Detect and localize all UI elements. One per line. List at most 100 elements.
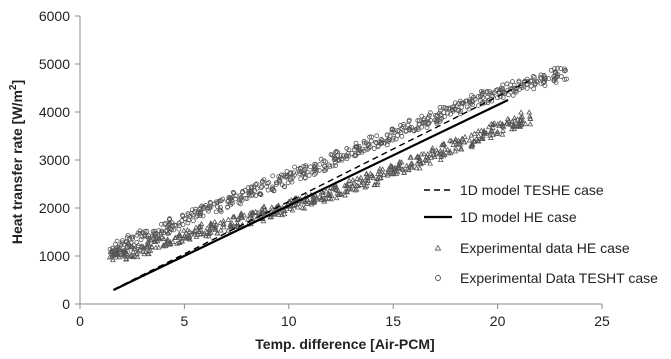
- data-point-triangle: [153, 244, 159, 250]
- data-point-circle: [415, 127, 421, 133]
- data-point-triangle: [225, 216, 232, 222]
- data-point-triangle: [270, 205, 276, 212]
- data-point-triangle: [211, 218, 218, 225]
- data-point-triangle: [387, 162, 394, 168]
- data-point-circle: [254, 185, 260, 191]
- axes-layer: 0 1000 2000 3000 4000 5000 6000 0 5 10 15 20 25: [39, 8, 610, 329]
- data-point-circle: [203, 202, 208, 208]
- y-tick-label: 2000: [39, 200, 70, 216]
- data-point-circle: [304, 169, 310, 175]
- data-point-triangle: [367, 170, 374, 176]
- data-point-circle: [140, 230, 146, 236]
- data-point-triangle: [233, 223, 240, 229]
- data-point-triangle: [417, 160, 424, 167]
- data-point-circle: [140, 230, 146, 236]
- data-point-triangle: [205, 233, 212, 239]
- data-point-circle: [365, 146, 371, 152]
- data-point-triangle: [497, 120, 504, 126]
- data-point-circle: [541, 73, 547, 78]
- data-point-circle: [531, 74, 537, 80]
- data-point-triangle: [212, 226, 219, 232]
- data-point-triangle: [494, 128, 501, 134]
- data-point-circle: [511, 85, 517, 91]
- data-point-circle: [314, 167, 320, 173]
- data-point-triangle: [461, 139, 467, 145]
- data-point-circle: [250, 192, 256, 198]
- data-point-circle: [371, 146, 377, 151]
- data-point-triangle: [207, 229, 214, 235]
- data-point-circle: [374, 133, 380, 139]
- data-point-triangle: [352, 187, 359, 193]
- data-point-triangle: [447, 148, 453, 154]
- data-point-triangle: [353, 182, 360, 188]
- data-point-circle: [297, 171, 302, 177]
- data-point-circle: [266, 180, 272, 185]
- legend-triangle-marker: [434, 244, 442, 251]
- data-point-triangle: [380, 171, 387, 177]
- data-point-circle: [470, 102, 475, 108]
- data-point-circle: [240, 189, 245, 194]
- data-point-triangle: [526, 109, 533, 115]
- data-point-triangle: [385, 166, 392, 172]
- data-point-circle: [246, 190, 252, 196]
- data-point-circle: [460, 101, 466, 106]
- data-point-triangle: [282, 207, 288, 213]
- data-point-triangle: [304, 196, 311, 202]
- data-point-circle: [301, 171, 307, 176]
- data-point-triangle: [527, 121, 534, 127]
- data-point-triangle: [145, 242, 152, 248]
- data-point-circle: [484, 94, 490, 100]
- data-point-triangle: [333, 183, 339, 189]
- data-point-circle: [284, 169, 290, 174]
- data-point-triangle: [478, 127, 485, 133]
- data-point-triangle: [130, 253, 137, 260]
- data-point-circle: [270, 173, 276, 179]
- data-point-triangle: [527, 115, 534, 121]
- data-point-triangle: [437, 156, 444, 163]
- data-point-triangle: [176, 234, 183, 240]
- data-point-triangle: [121, 253, 128, 259]
- data-point-triangle: [441, 146, 448, 152]
- data-point-circle: [135, 244, 141, 250]
- data-point-triangle: [286, 198, 293, 204]
- data-point-circle: [298, 166, 303, 172]
- data-point-circle: [384, 132, 390, 138]
- data-point-triangle: [351, 179, 358, 185]
- data-point-circle: [274, 180, 280, 185]
- data-point-triangle: [321, 196, 328, 203]
- data-point-circle: [504, 81, 510, 87]
- data-point-triangle: [427, 160, 434, 166]
- data-point-triangle: [415, 153, 422, 160]
- data-point-circle: [190, 218, 196, 224]
- data-point-triangle: [390, 171, 397, 177]
- data-point-triangle: [160, 235, 167, 241]
- data-point-triangle: [384, 172, 391, 178]
- data-point-circle: [378, 140, 384, 146]
- data-point-triangle: [230, 214, 236, 220]
- data-point-triangle: [450, 141, 457, 147]
- x-tick-label: 20: [490, 313, 506, 329]
- y-tick-label: 4000: [39, 104, 70, 120]
- data-point-triangle: [452, 136, 459, 142]
- data-point-triangle: [326, 191, 333, 198]
- data-point-triangle: [318, 188, 325, 195]
- legend: 1D model TESHE case 1D model HE case Exp…: [424, 182, 658, 286]
- data-point-triangle: [132, 252, 138, 258]
- data-point-circle: [454, 103, 460, 109]
- data-point-triangle: [137, 247, 143, 253]
- data-point-circle: [407, 125, 413, 131]
- data-point-circle: [510, 79, 515, 84]
- data-point-circle: [389, 129, 395, 135]
- y-tick-label: 1000: [39, 248, 70, 264]
- data-point-triangle: [348, 186, 354, 192]
- data-point-triangle: [238, 211, 244, 217]
- data-point-triangle: [511, 122, 518, 128]
- data-point-triangle: [213, 221, 219, 227]
- data-point-circle: [519, 84, 524, 90]
- data-point-triangle: [167, 238, 173, 245]
- y-axis-title: Heat transfer rate [W/m2]: [8, 80, 25, 244]
- data-point-triangle: [167, 241, 173, 247]
- data-point-triangle: [453, 141, 460, 147]
- data-point-circle: [395, 133, 400, 138]
